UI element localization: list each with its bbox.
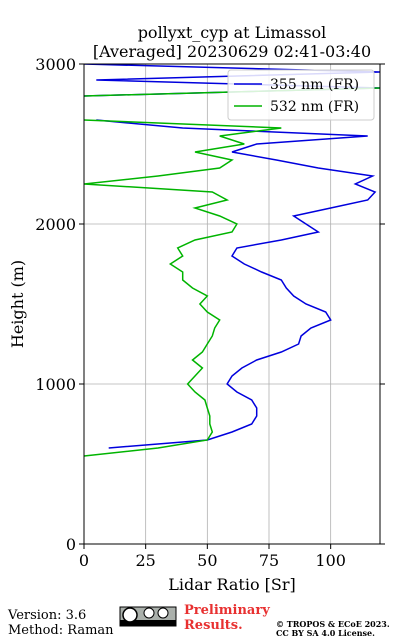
legend-label: 532 nm (FR) xyxy=(270,99,359,115)
version: Version: 3.6 xyxy=(7,608,86,623)
chart-title: [Averaged] 20230629 02:41-03:40 xyxy=(93,42,371,61)
x-tick-label: 0 xyxy=(79,551,89,570)
legend-label: 355 nm (FR) xyxy=(270,77,359,93)
y-axis-label: Height (m) xyxy=(8,260,27,348)
y-tick-label: 0 xyxy=(66,535,76,554)
y-tick-label: 2000 xyxy=(35,215,76,234)
chart-title: pollyxt_cyp at Limassol xyxy=(138,23,327,42)
y-tick-label: 3000 xyxy=(35,55,76,74)
license: © TROPOS & ECoE 2023. xyxy=(276,619,390,629)
x-tick-label: 50 xyxy=(197,551,217,570)
plot-frame xyxy=(83,63,381,545)
cc-logo xyxy=(119,606,177,627)
method: Method: Raman xyxy=(8,623,114,638)
status: Preliminary xyxy=(184,603,270,618)
license: CC BY SA 4.0 License. xyxy=(276,628,375,638)
status: Results. xyxy=(184,618,243,633)
legend-box xyxy=(227,69,375,121)
x-tick-label: 25 xyxy=(135,551,155,570)
x-tick-label: 100 xyxy=(315,551,346,570)
plot-lines xyxy=(84,64,380,456)
x-tick-label: 75 xyxy=(259,551,279,570)
y-tick-label: 1000 xyxy=(35,375,76,394)
x-axis-label: Lidar Ratio [Sr] xyxy=(168,575,296,594)
